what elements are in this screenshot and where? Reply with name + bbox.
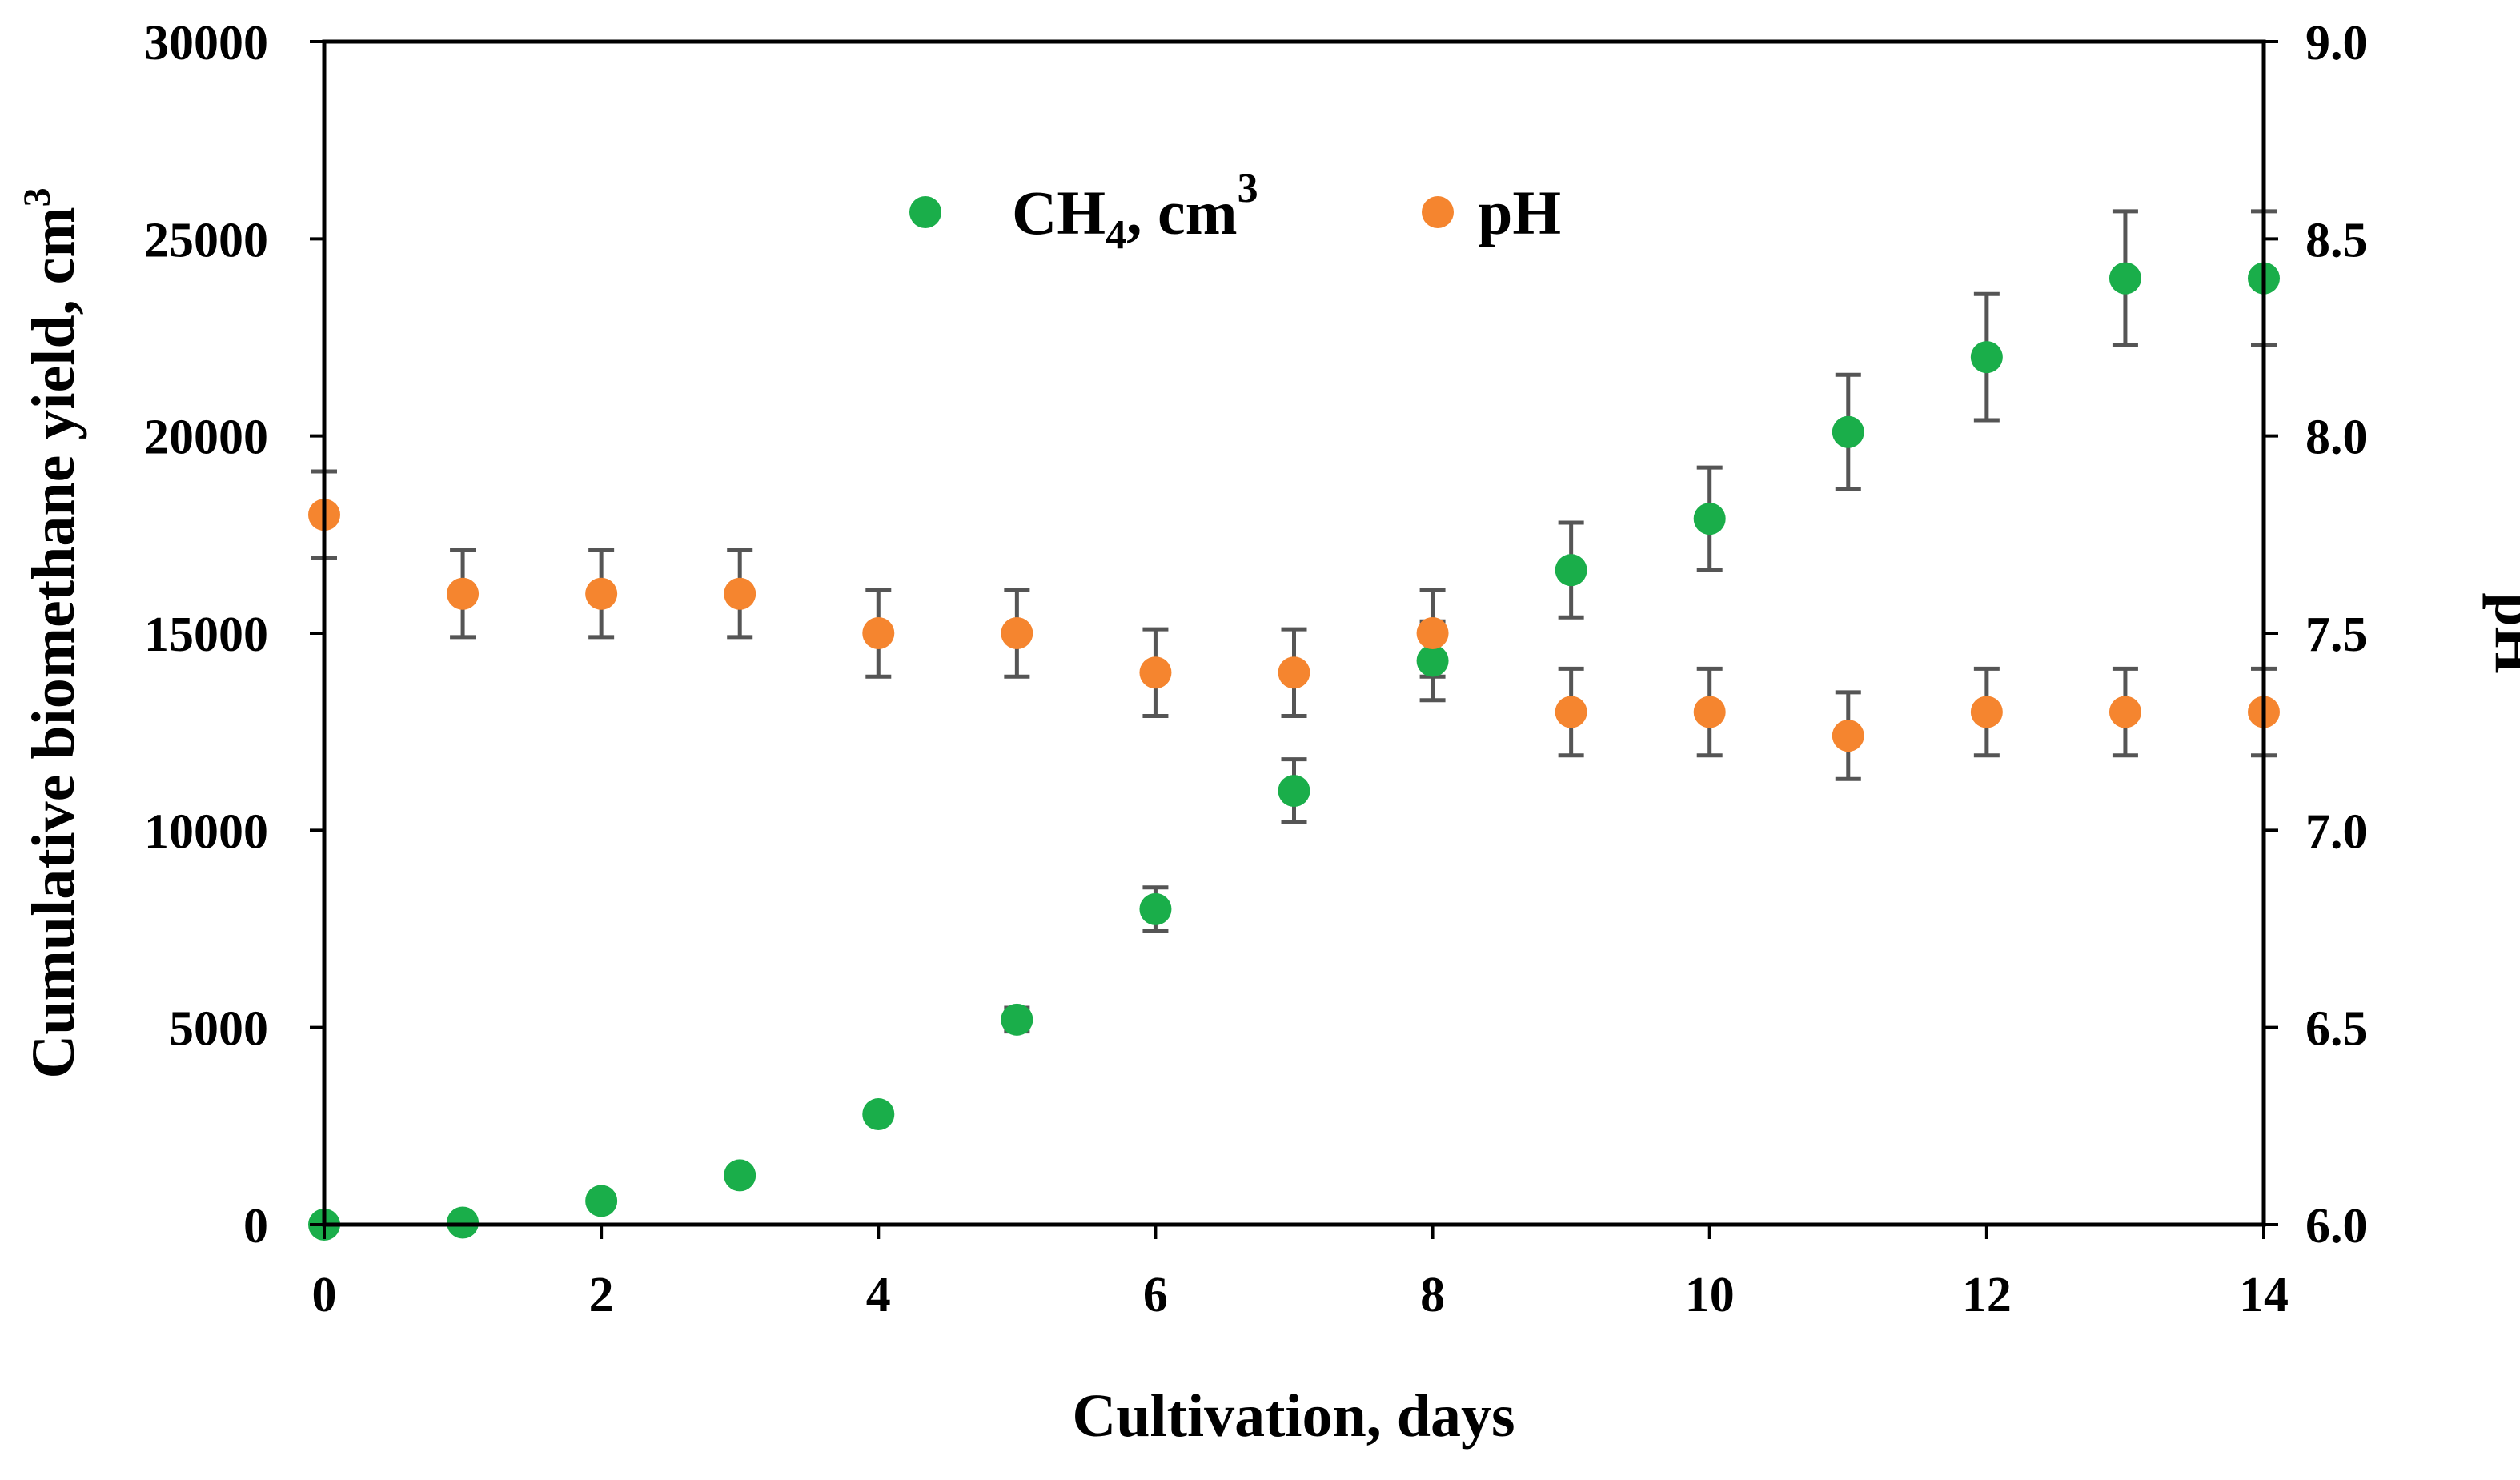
y2-tick-label: 8.0: [2305, 411, 2368, 465]
point-ph: [1139, 656, 1172, 689]
y-tick-label: 20000: [144, 411, 268, 465]
y-tick-label: 30000: [144, 16, 268, 70]
legend-marker-ph: [1422, 196, 1454, 228]
point-ch4: [724, 1159, 756, 1192]
point-ph: [585, 577, 618, 610]
y2-axis-title: pH: [2482, 592, 2520, 673]
point-ch4: [1278, 775, 1310, 808]
x-tick-label: 14: [2239, 1268, 2289, 1322]
point-ch4: [862, 1098, 895, 1131]
y2-tick-label: 9.0: [2305, 16, 2368, 70]
point-ph: [1832, 720, 1864, 752]
x-axis-title: Cultivation, days: [1072, 1382, 1515, 1450]
point-ph: [1970, 696, 2003, 728]
point-ch4: [1693, 503, 1726, 535]
point-ch4: [1416, 644, 1449, 677]
y-tick-label: 0: [243, 1199, 268, 1253]
y-tick-label: 15000: [144, 608, 268, 662]
legend-label-ph: pH: [1478, 178, 1561, 247]
y2-tick-label: 7.5: [2305, 608, 2368, 662]
x-tick-label: 10: [1685, 1268, 1735, 1322]
point-ph: [1416, 617, 1449, 649]
y-axis-title-main: Cumulative biomethane yield, cm: [20, 207, 87, 1078]
y-axis-title-superscript: 3: [16, 187, 58, 207]
point-ph: [2109, 696, 2141, 728]
point-ch4: [1139, 892, 1172, 925]
y2-tick-label: 6.0: [2305, 1199, 2368, 1253]
point-ph: [1693, 696, 1726, 728]
point-ph: [724, 577, 756, 610]
error-bars: [311, 209, 2277, 1034]
point-ph: [1001, 617, 1033, 649]
x-tick-label: 0: [312, 1268, 337, 1322]
y2-tick-label: 6.5: [2305, 1002, 2368, 1057]
x-tick-label: 4: [866, 1268, 891, 1322]
point-ch4: [1832, 415, 1864, 448]
point-ch4: [1970, 341, 2003, 374]
point-ch4: [1555, 554, 1587, 587]
x-tick-label: 2: [589, 1268, 614, 1322]
y2-tick-label: 7.0: [2305, 804, 2368, 859]
point-ph: [1278, 656, 1310, 689]
point-ph: [862, 617, 895, 649]
y-axis-title: Cumulative biomethane yield, cm3: [16, 187, 87, 1078]
x-tick-label: 12: [1962, 1268, 2012, 1322]
y-tick-label: 25000: [144, 213, 268, 267]
axis-ticks: 0 2 4 6 8 10 12 14 0 5000 10000 15000 20000 25000 3000…: [144, 16, 2368, 1322]
y2-tick-label: 8.5: [2305, 213, 2368, 267]
y-tick-label: 5000: [169, 1002, 268, 1057]
legend-label-ch4: CH4, cm3: [1012, 166, 1258, 258]
point-ch4: [2109, 262, 2141, 295]
point-ch4: [1001, 1003, 1033, 1036]
point-ch4: [585, 1185, 618, 1217]
data-points: [308, 262, 2280, 1241]
y-tick-label: 10000: [144, 804, 268, 859]
x-tick-label: 8: [1420, 1268, 1445, 1322]
point-ph: [1555, 696, 1587, 728]
legend: CH4, cm3 pH: [909, 166, 1561, 258]
point-ph: [447, 577, 480, 610]
x-tick-label: 6: [1143, 1268, 1168, 1322]
legend-marker-ch4: [909, 196, 941, 228]
